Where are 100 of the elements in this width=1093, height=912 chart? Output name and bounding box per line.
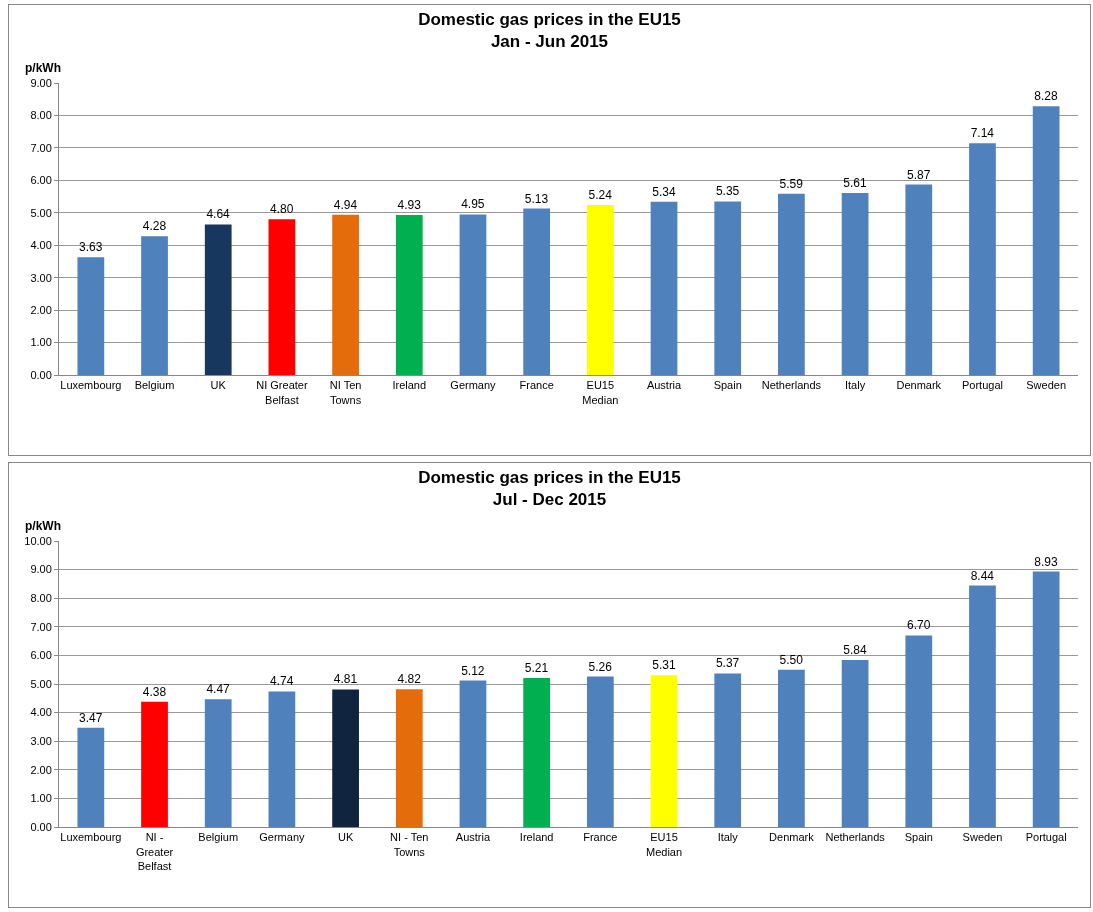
x-tick-label: Ireland xyxy=(392,379,427,392)
bar xyxy=(905,184,933,375)
y-axis-title: p/kWh xyxy=(25,519,61,533)
data-label: 5.50 xyxy=(779,652,804,667)
bar xyxy=(204,224,232,375)
data-label: 5.13 xyxy=(524,191,549,206)
y-tick-label: 10.00 xyxy=(24,534,52,547)
data-label: 4.93 xyxy=(397,198,422,213)
bar xyxy=(459,680,487,827)
bar xyxy=(778,669,805,827)
y-tick-label: 4.00 xyxy=(30,706,52,719)
y-tick-label: 7.00 xyxy=(30,620,52,633)
bar xyxy=(969,585,996,827)
y-tick-label: 3.00 xyxy=(30,271,52,284)
data-label: 5.37 xyxy=(715,656,740,671)
x-tick-label: Spain xyxy=(904,831,933,844)
bar xyxy=(650,201,678,375)
data-label: 4.47 xyxy=(206,682,231,697)
data-label: 5.34 xyxy=(652,184,676,199)
bar xyxy=(969,143,996,375)
x-tick-label: NI - Ten Towns xyxy=(390,831,429,858)
chart-title: Domestic gas prices in the EU15 Jul - Dec 2015 xyxy=(418,467,681,510)
x-tick-label: Netherlands xyxy=(761,379,822,392)
x-tick-label: Spain xyxy=(713,379,742,392)
x-tick-label: Italy xyxy=(717,831,739,844)
data-label: 4.28 xyxy=(142,219,167,234)
x-tick-label: France xyxy=(519,379,554,392)
bar xyxy=(650,675,678,827)
bar xyxy=(332,214,359,375)
y-tick-label: 4.00 xyxy=(30,239,52,252)
data-label: 4.64 xyxy=(206,207,231,222)
bar xyxy=(459,214,487,375)
bar xyxy=(905,635,933,827)
x-tick-label: Belgium xyxy=(134,379,175,392)
data-label: 3.47 xyxy=(79,710,103,725)
y-tick-label: 0.00 xyxy=(30,368,52,381)
x-tick-label: Italy xyxy=(845,379,866,392)
bar xyxy=(141,701,168,827)
data-label: 5.87 xyxy=(906,167,931,182)
bar xyxy=(77,257,105,375)
x-tick-label: Denmark xyxy=(896,379,942,392)
data-label: 5.12 xyxy=(461,663,485,678)
bar xyxy=(523,677,551,827)
bar xyxy=(204,699,232,827)
x-tick-label: France xyxy=(583,831,618,844)
x-tick-label: NI - Greater Belfast xyxy=(135,831,174,872)
bar xyxy=(332,689,359,827)
y-tick-label: 2.00 xyxy=(30,763,52,776)
data-label: 4.74 xyxy=(270,674,294,689)
x-tick-label: Netherlands xyxy=(825,831,886,844)
bar xyxy=(586,204,614,375)
data-label: 5.61 xyxy=(843,175,867,190)
y-tick-label: 9.00 xyxy=(30,76,52,89)
bar xyxy=(1032,106,1060,375)
bar xyxy=(586,676,614,827)
data-label: 5.31 xyxy=(652,658,676,673)
bar xyxy=(714,673,742,827)
y-tick-label: 6.00 xyxy=(30,174,52,187)
data-label: 4.38 xyxy=(142,684,167,699)
x-tick-label: NI Ten Towns xyxy=(329,379,362,406)
x-tick-label: Luxembourg xyxy=(60,379,122,392)
bar xyxy=(395,689,423,827)
bar xyxy=(141,236,168,375)
chart-title: Domestic gas prices in the EU15 Jan - Jun 2015 xyxy=(418,10,681,52)
y-tick-label: 6.00 xyxy=(30,649,52,662)
data-label: 6.70 xyxy=(906,618,931,633)
data-label: 5.35 xyxy=(715,184,740,199)
data-label: 5.84 xyxy=(843,642,867,657)
x-tick-label: Sweden xyxy=(962,831,1003,844)
bar xyxy=(268,219,296,375)
data-label: 4.80 xyxy=(270,202,294,217)
y-tick-label: 8.00 xyxy=(30,592,52,605)
x-tick-label: Austria xyxy=(646,379,683,392)
bar xyxy=(841,659,869,827)
data-label: 4.81 xyxy=(333,672,358,687)
y-axis-title: p/kWh xyxy=(25,61,61,75)
bar xyxy=(714,201,742,375)
y-tick-label: 1.00 xyxy=(30,336,52,349)
data-label: 4.95 xyxy=(461,197,485,212)
bar xyxy=(841,192,869,375)
data-label: 3.63 xyxy=(79,240,103,255)
x-tick-label: Germany xyxy=(259,831,306,844)
x-tick-label: Ireland xyxy=(519,831,554,844)
y-tick-label: 8.00 xyxy=(30,109,52,122)
data-label: 5.24 xyxy=(588,187,613,202)
bar xyxy=(523,208,551,375)
bar xyxy=(77,727,105,827)
data-label: 4.94 xyxy=(333,197,358,212)
bar xyxy=(395,215,423,375)
x-tick-label: Luxembourg xyxy=(60,831,122,844)
x-tick-label: EU15 Median xyxy=(645,831,683,858)
data-label: 8.44 xyxy=(970,568,995,583)
x-tick-label: EU15 Median xyxy=(582,379,619,406)
data-label: 8.28 xyxy=(1034,89,1058,104)
y-tick-label: 2.00 xyxy=(30,303,52,316)
data-label: 8.93 xyxy=(1034,554,1058,569)
x-tick-label: Denmark xyxy=(769,831,815,844)
y-tick-label: 1.00 xyxy=(30,792,52,805)
y-tick-label: 5.00 xyxy=(30,206,52,219)
x-tick-label: Germany xyxy=(450,379,497,392)
